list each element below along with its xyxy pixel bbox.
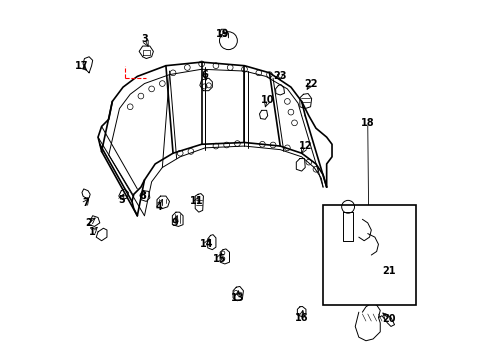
Text: 18: 18: [360, 118, 374, 128]
Text: 14: 14: [200, 239, 213, 249]
Text: 16: 16: [294, 312, 308, 323]
Text: 1: 1: [89, 227, 96, 237]
Bar: [323, 205, 415, 305]
Text: 22: 22: [303, 78, 317, 89]
Text: 13: 13: [230, 293, 244, 303]
Text: 23: 23: [273, 71, 286, 81]
Text: 21: 21: [382, 266, 395, 276]
Text: 12: 12: [298, 141, 311, 151]
Text: 11: 11: [189, 197, 203, 206]
Text: 8: 8: [139, 191, 146, 201]
Text: 10: 10: [261, 95, 274, 105]
Text: 17: 17: [75, 61, 88, 71]
Text: 2: 2: [85, 218, 92, 228]
Text: 7: 7: [82, 198, 89, 208]
Text: 3: 3: [141, 34, 147, 44]
Text: 5: 5: [118, 195, 124, 204]
Text: 4: 4: [155, 202, 162, 212]
Text: 19: 19: [216, 28, 229, 39]
Text: 6: 6: [202, 69, 208, 80]
Text: 20: 20: [382, 314, 395, 324]
Text: 9: 9: [171, 218, 178, 228]
Text: 15: 15: [212, 253, 226, 264]
